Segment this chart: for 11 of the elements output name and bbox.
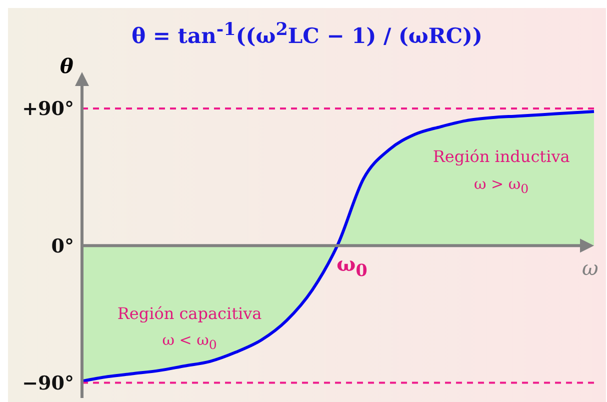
y-axis-title: θ bbox=[60, 54, 74, 78]
x-axis-title: ω bbox=[582, 256, 598, 280]
y-tick-label: 0° bbox=[51, 235, 74, 258]
y-tick-label: −90° bbox=[22, 372, 74, 395]
annotation: Región inductiva bbox=[432, 147, 570, 166]
annotation: ω < ω$_{0}$ bbox=[162, 330, 217, 352]
annotation: ω$_{0}$ bbox=[336, 252, 368, 280]
annotation: ω > ω$_{0}$ bbox=[474, 175, 529, 196]
chart-title: θ = tan$^{-1}$((ω$^{2}$LC − 1) / (ωRC)) bbox=[132, 20, 482, 48]
y-tick-label: +90° bbox=[22, 98, 74, 120]
annotation: Región capacitiva bbox=[117, 304, 262, 324]
